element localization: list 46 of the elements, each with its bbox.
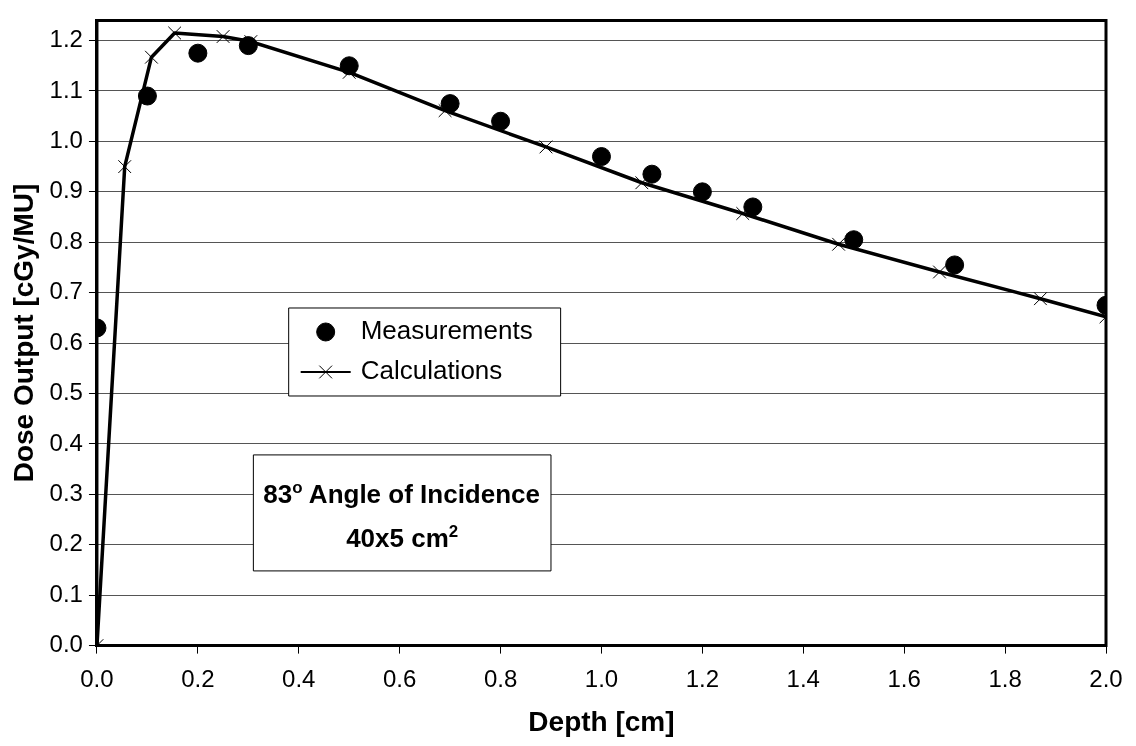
- y-tick-label: 0.6: [49, 327, 83, 355]
- point: [932, 265, 947, 279]
- x-tick-label: 1.4: [786, 664, 820, 692]
- point: [945, 255, 965, 275]
- legend-label: Measurements: [360, 315, 533, 346]
- point: [216, 29, 230, 44]
- y-tick-label: 1.2: [49, 25, 83, 53]
- x-tick-label: 1.6: [887, 664, 921, 692]
- point: [491, 111, 511, 131]
- x-tick-label: 0.8: [483, 664, 518, 692]
- x-tick-label: 0.6: [382, 664, 417, 692]
- point: [591, 147, 611, 167]
- y-tick-label: 1.1: [49, 75, 83, 103]
- x-axis-title: Depth [cm]: [528, 705, 675, 737]
- point: [743, 197, 763, 217]
- y-tick-label: 0.4: [49, 428, 83, 456]
- x-tick-label: 1.0: [584, 664, 619, 692]
- y-tick-label: 0.2: [49, 529, 83, 557]
- point: [735, 206, 750, 221]
- point: [1033, 291, 1048, 306]
- point: [539, 140, 553, 154]
- x-tick-label: 1.2: [685, 664, 720, 692]
- x-tick-label: 0.4: [282, 664, 316, 692]
- point: [634, 175, 649, 190]
- y-axis-title: Dose Output [cGy/MU]: [7, 183, 39, 483]
- x-tick-label: 1.8: [988, 664, 1022, 692]
- point: [167, 26, 182, 40]
- x-tick-label: 0.0: [80, 664, 114, 692]
- x-tick-label: 2.0: [1089, 664, 1123, 692]
- y-tick-label: 0.3: [49, 478, 83, 506]
- y-tick-label: 1.0: [49, 126, 83, 154]
- point: [844, 230, 864, 250]
- y-tick-label: 0.7: [49, 277, 83, 305]
- x-tick-label: 0.2: [181, 664, 215, 692]
- point: [831, 237, 846, 252]
- point: [188, 43, 208, 63]
- point: [117, 159, 132, 174]
- y-tick-label: 0.1: [49, 579, 83, 607]
- point: [692, 182, 712, 202]
- y-tick-label: 0.5: [49, 378, 83, 406]
- y-tick-label: 0.9: [49, 176, 83, 204]
- point: [642, 164, 662, 184]
- point: [144, 50, 159, 65]
- legend-label: Calculations: [360, 355, 503, 386]
- y-tick-label: 0.8: [49, 226, 83, 254]
- y-tick-label: 0.0: [49, 630, 83, 658]
